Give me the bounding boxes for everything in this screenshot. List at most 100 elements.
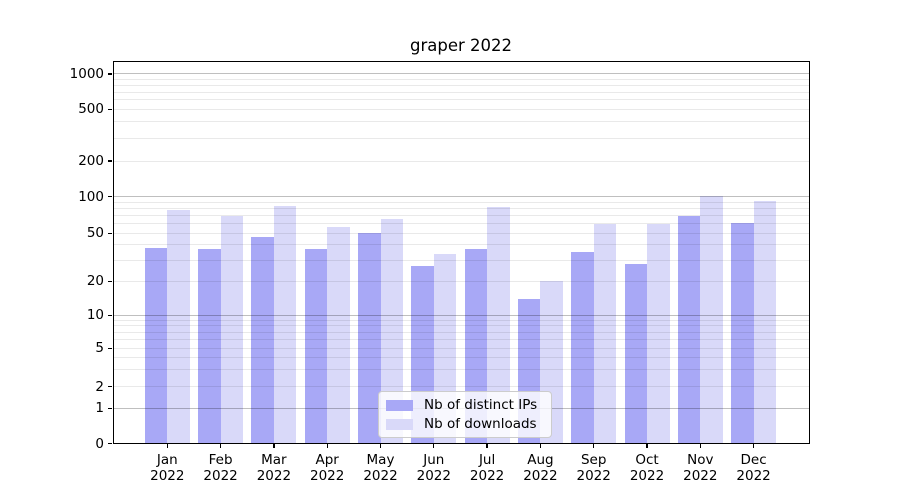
gridline-300 bbox=[113, 137, 809, 139]
y-tick-mark bbox=[108, 407, 112, 409]
gridline-8 bbox=[113, 325, 809, 327]
x-tick-label: Aug 2022 bbox=[523, 451, 558, 485]
y-tick-label: 0 bbox=[95, 435, 104, 452]
y-tick-mark bbox=[108, 280, 112, 282]
gridline-10 bbox=[113, 314, 809, 316]
bar-downloads-nov bbox=[700, 196, 723, 444]
gridline-50 bbox=[113, 232, 809, 234]
x-tick-label: Oct 2022 bbox=[629, 451, 665, 485]
bar-downloads-dec bbox=[753, 200, 777, 444]
gridline-60 bbox=[113, 223, 809, 225]
bar-distinct-ips-mar bbox=[251, 236, 274, 444]
x-tick-mark bbox=[593, 443, 595, 448]
x-tick-mark bbox=[326, 443, 328, 448]
gridline-40 bbox=[113, 244, 809, 246]
chart-title: graper 2022 bbox=[409, 36, 512, 55]
x-tick-label: Jul 2022 bbox=[469, 451, 505, 485]
bar-distinct-ips-sep bbox=[571, 251, 594, 444]
x-tick-mark bbox=[219, 443, 222, 448]
gridline-400 bbox=[113, 121, 809, 123]
y-tick-label: 50 bbox=[86, 225, 104, 242]
x-tick-label: Sep 2022 bbox=[576, 451, 611, 485]
gridline-30 bbox=[113, 259, 809, 261]
bar-downloads-may bbox=[380, 219, 403, 444]
bar-downloads-jul bbox=[487, 207, 510, 444]
gridline-20 bbox=[113, 280, 809, 282]
x-tick-label: Jan 2022 bbox=[150, 451, 185, 485]
legend-swatch-downloads bbox=[386, 418, 413, 430]
y-tick-label: 100 bbox=[78, 188, 104, 205]
x-tick-label: Jun 2022 bbox=[416, 451, 451, 485]
y-tick-label: 10 bbox=[86, 307, 104, 324]
gridline-90 bbox=[113, 201, 809, 203]
gridline-200 bbox=[113, 160, 809, 162]
x-tick-label: Feb 2022 bbox=[203, 451, 238, 485]
x-tick-label: Dec 2022 bbox=[736, 451, 771, 485]
gridline-800 bbox=[113, 84, 809, 86]
gridline-3 bbox=[113, 369, 809, 371]
gridline-900 bbox=[113, 78, 809, 80]
bar-downloads-feb bbox=[220, 215, 244, 444]
gridline-2 bbox=[113, 386, 809, 388]
bar-distinct-ips-nov bbox=[677, 215, 701, 444]
bar-downloads-jan bbox=[167, 209, 190, 444]
bar-distinct-ips-oct bbox=[624, 263, 647, 444]
legend-label-distinct-ips: Nb of distinct IPs bbox=[424, 397, 538, 413]
y-tick-mark bbox=[108, 73, 112, 75]
gridline-1000 bbox=[113, 73, 809, 75]
gridline-80 bbox=[113, 207, 809, 209]
bar-distinct-ips-feb bbox=[198, 249, 221, 444]
bar-distinct-ips-may bbox=[358, 233, 381, 444]
bar-downloads-oct bbox=[647, 223, 670, 444]
x-tick-mark bbox=[646, 443, 648, 448]
gridline-4 bbox=[113, 357, 809, 359]
bar-downloads-sep bbox=[593, 223, 617, 444]
gridline-100 bbox=[113, 196, 809, 198]
x-tick-label: May 2022 bbox=[363, 451, 398, 485]
gridline-9 bbox=[113, 319, 809, 321]
legend-swatch-distinct-ips bbox=[386, 399, 413, 411]
bar-distinct-ips-jan bbox=[144, 247, 168, 444]
y-tick-mark bbox=[108, 314, 112, 316]
x-tick-mark bbox=[273, 443, 275, 448]
gridline-7 bbox=[113, 331, 809, 333]
bar-distinct-ips-apr bbox=[304, 249, 328, 444]
y-tick-mark bbox=[108, 160, 112, 162]
x-tick-mark bbox=[379, 443, 382, 448]
y-tick-mark bbox=[108, 386, 112, 388]
x-tick-mark bbox=[486, 443, 488, 448]
gridline-500 bbox=[113, 108, 809, 110]
gridline-600 bbox=[113, 99, 809, 101]
x-tick-mark bbox=[752, 443, 755, 448]
bar-distinct-ips-dec bbox=[731, 222, 754, 444]
gridline-700 bbox=[113, 91, 809, 93]
y-tick-mark bbox=[108, 196, 112, 198]
x-tick-label: Nov 2022 bbox=[683, 451, 718, 485]
y-tick-label: 1 bbox=[95, 400, 104, 417]
y-tick-mark bbox=[108, 347, 112, 349]
legend-label-downloads: Nb of downloads bbox=[424, 416, 537, 432]
x-tick-mark bbox=[699, 443, 701, 448]
x-tick-mark bbox=[539, 443, 542, 448]
gridline-6 bbox=[113, 339, 809, 341]
bar-downloads-apr bbox=[327, 227, 350, 444]
y-tick-label: 5 bbox=[95, 340, 104, 357]
x-tick-label: Mar 2022 bbox=[256, 451, 292, 485]
x-tick-label: Apr 2022 bbox=[310, 451, 345, 485]
legend-item-downloads: Nb of downloads bbox=[386, 416, 537, 432]
gridline-5 bbox=[113, 347, 809, 349]
y-tick-label: 20 bbox=[86, 273, 104, 290]
y-tick-label: 2 bbox=[95, 378, 104, 395]
gridline-70 bbox=[113, 215, 809, 217]
y-tick-mark bbox=[108, 108, 112, 110]
bar-downloads-mar bbox=[273, 205, 297, 444]
x-tick-mark bbox=[166, 443, 168, 448]
y-tick-mark bbox=[108, 232, 112, 234]
x-tick-mark bbox=[433, 443, 435, 448]
y-tick-label: 500 bbox=[78, 101, 104, 118]
legend-item-distinct-ips: Nb of distinct IPs bbox=[386, 397, 537, 413]
y-tick-mark bbox=[108, 442, 112, 445]
legend: Nb of distinct IPs Nb of downloads bbox=[378, 391, 553, 438]
y-tick-label: 1000 bbox=[69, 65, 104, 82]
